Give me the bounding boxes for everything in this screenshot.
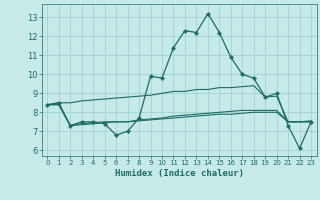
X-axis label: Humidex (Indice chaleur): Humidex (Indice chaleur) [115, 169, 244, 178]
